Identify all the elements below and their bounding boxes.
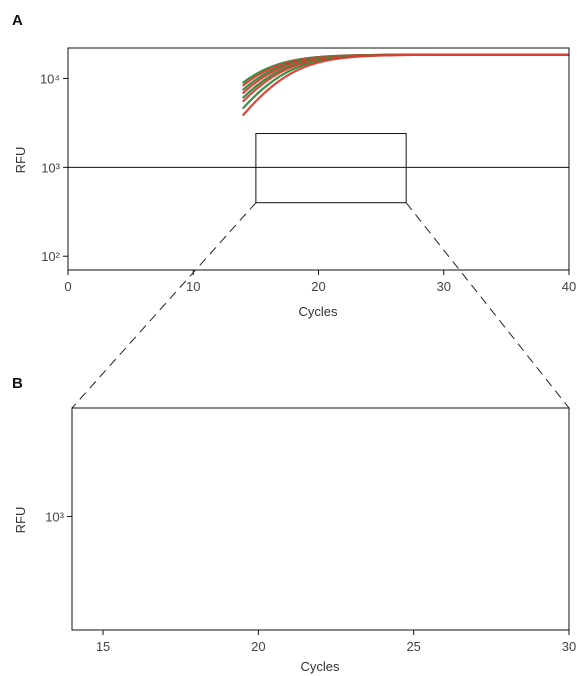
panel-b-curve-3-rep-1 bbox=[41, 155, 577, 300]
panel-a-curve-8 bbox=[242, 53, 569, 116]
panel-b-curve-8-rep-3 bbox=[41, 155, 577, 402]
panel-b-y-tick-label-1000: 10³ bbox=[45, 509, 64, 524]
panel-a-amplification-curves bbox=[242, 53, 569, 116]
panel-b-curve-4-rep-1 bbox=[41, 155, 577, 312]
panel-a-y-axis-title: RFU bbox=[13, 147, 28, 174]
panel-b-curve-2-rep-3 bbox=[41, 155, 577, 293]
panel-a-zoom-box bbox=[255, 133, 407, 204]
panel-b-curve-2-rep-2 bbox=[41, 155, 577, 289]
panel-b-label: B bbox=[12, 375, 23, 392]
panel-b-x-tick-label-30: 30 bbox=[562, 639, 576, 654]
panel-a-y-tick-label-100: 10² bbox=[41, 249, 60, 264]
panel-b-y-axis-title: RFU bbox=[13, 507, 28, 534]
panel-b-curve-4-rep-2 bbox=[41, 155, 577, 317]
panel-a-x-tick-label-10: 10 bbox=[186, 279, 200, 294]
zoom-connector-right bbox=[405, 202, 570, 409]
panel-b-y-axis: 10³ bbox=[45, 509, 72, 524]
panel-b-x-tick-label-15: 15 bbox=[96, 639, 110, 654]
panel-b-curve-7-rep-1 bbox=[41, 155, 577, 366]
panel-b-curve-1-rep-3 bbox=[41, 155, 577, 282]
panel-b-curve-6-rep-3 bbox=[41, 155, 577, 353]
panel-b: B 15 20 25 30 10³ Cycles RFU bbox=[12, 155, 577, 674]
panel-b-curve-3-rep-3 bbox=[41, 155, 577, 309]
panel-a-x-tick-label-30: 30 bbox=[437, 279, 451, 294]
panel-a-y-tick-label-1000: 10³ bbox=[41, 160, 60, 175]
panel-b-curve-3-rep-2 bbox=[41, 155, 577, 304]
panel-b-plot-frame bbox=[71, 407, 570, 631]
panel-a-x-tick-label-20: 20 bbox=[311, 279, 325, 294]
panel-b-curve-8-rep-1 bbox=[41, 155, 577, 390]
panel-a-y-tick-label-10000: 10⁴ bbox=[40, 71, 60, 86]
panel-b-x-axis-title: Cycles bbox=[300, 659, 340, 674]
panel-a-y-axis: 10² 10³ 10⁴ bbox=[40, 71, 68, 264]
panel-b-x-tick-label-20: 20 bbox=[251, 639, 265, 654]
panel-a-plot-frame bbox=[67, 47, 570, 271]
panel-b-curve-1-rep-1 bbox=[41, 155, 577, 273]
panel-a-x-tick-label-40: 40 bbox=[562, 279, 576, 294]
panel-b-x-tick-label-25: 25 bbox=[406, 639, 420, 654]
panel-a-x-axis-title: Cycles bbox=[298, 304, 338, 319]
panel-b-curve-5-rep-1 bbox=[41, 155, 577, 329]
panel-a-x-tick-label-0: 0 bbox=[64, 279, 71, 294]
panel-b-curve-7-rep-3 bbox=[41, 155, 577, 377]
panel-a-x-axis: 0 10 20 30 40 bbox=[64, 270, 576, 294]
panel-a: A 0 10 20 30 40 10² 10³ 10⁴ Cycles RFU bbox=[12, 12, 576, 319]
panel-b-x-axis: 15 20 25 30 bbox=[96, 630, 576, 654]
panel-b-curve-4-rep-3 bbox=[41, 155, 577, 322]
panel-b-curve-1-rep-2 bbox=[41, 155, 577, 277]
panel-b-curve-8-rep-2 bbox=[41, 155, 577, 396]
panel-b-curve-7-rep-2 bbox=[41, 155, 577, 371]
zoom-connector-left bbox=[71, 202, 257, 409]
zoom-connectors bbox=[71, 202, 570, 409]
panel-a-label: A bbox=[12, 12, 23, 29]
panel-b-curve-2-rep-1 bbox=[41, 155, 577, 284]
panel-b-amplification-curves bbox=[41, 155, 577, 402]
